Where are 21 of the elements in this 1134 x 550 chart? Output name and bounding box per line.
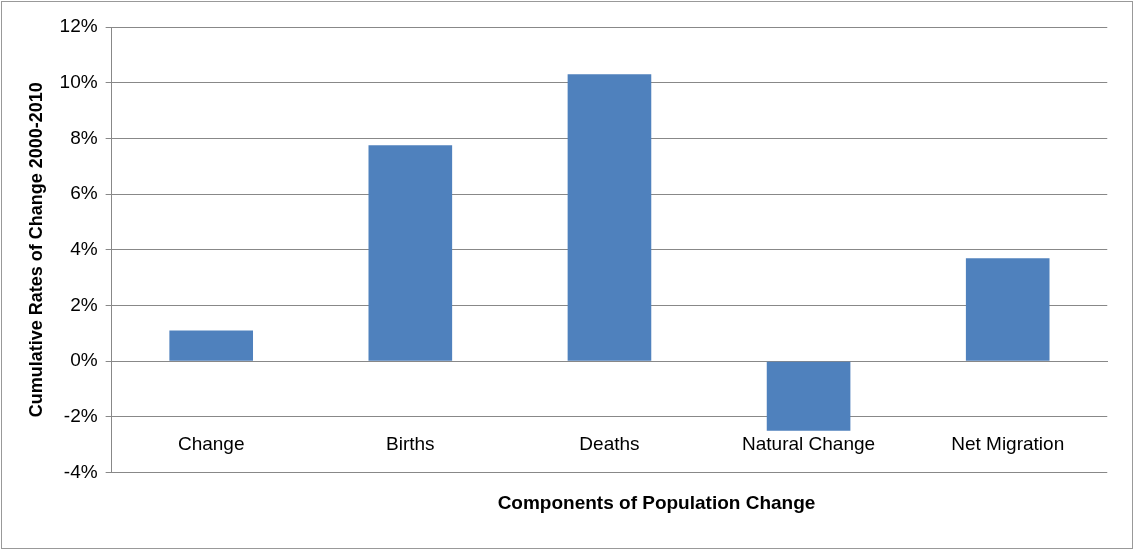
x-tick-label: Deaths <box>579 432 640 454</box>
y-tick-label: 10% <box>59 70 98 92</box>
bar <box>169 330 254 361</box>
bar <box>567 74 652 361</box>
bar <box>766 361 851 431</box>
y-tick-label: 4% <box>70 238 98 260</box>
y-tick-label: 2% <box>70 293 98 315</box>
bar <box>368 145 453 361</box>
x-tick-label: Births <box>386 432 435 454</box>
y-tick-label: -4% <box>63 460 98 482</box>
y-tick-label: 0% <box>70 349 98 371</box>
y-axis-title: Cumulative Rates of Change 2000-2010 <box>25 82 46 418</box>
x-tick-label: Net Migration <box>951 432 1065 454</box>
y-tick-label: -2% <box>63 405 98 427</box>
bar <box>965 258 1050 361</box>
y-tick-label: 6% <box>70 182 98 204</box>
x-tick-label: Natural Change <box>742 432 876 454</box>
y-tick-label: 12% <box>59 15 98 37</box>
x-tick-label: Change <box>177 432 245 454</box>
y-tick-label: 8% <box>70 126 98 148</box>
x-axis-title: Components of Population Change <box>496 492 817 514</box>
